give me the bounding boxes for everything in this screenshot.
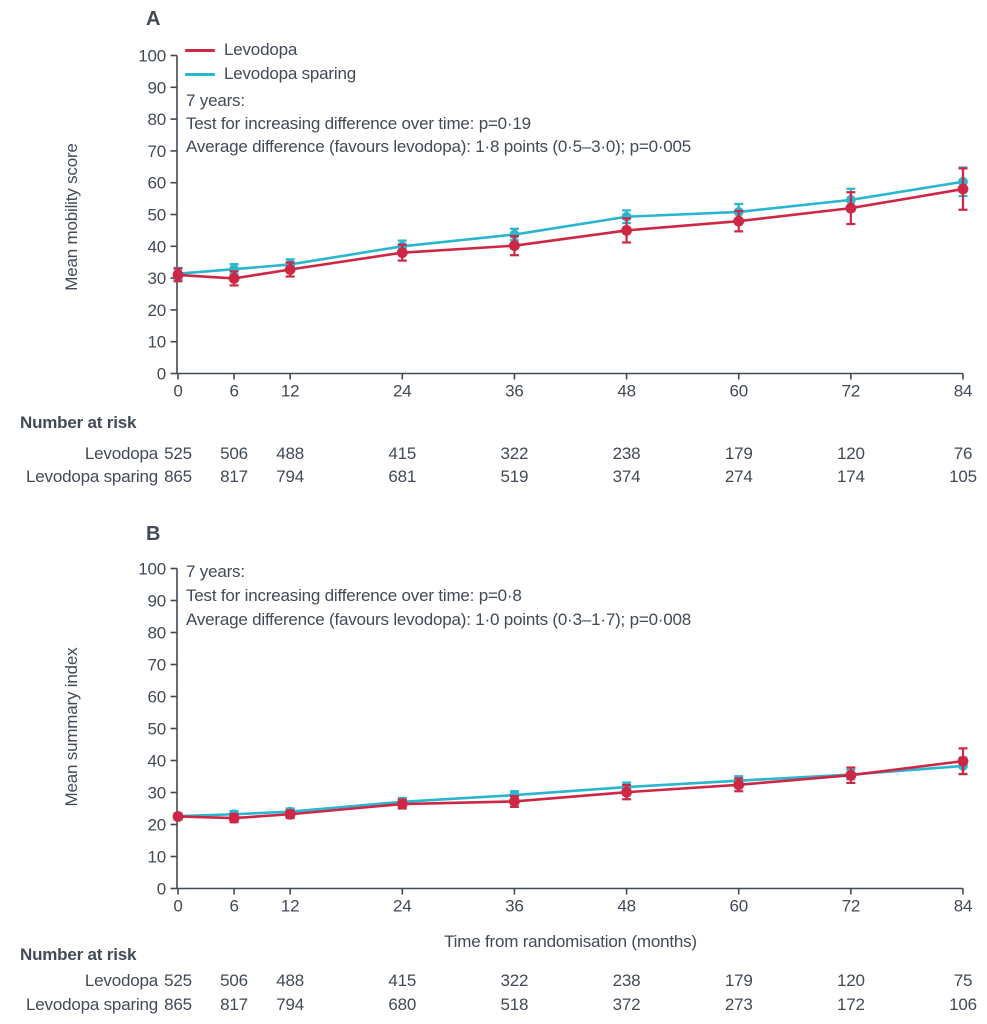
x-tick-label: 6 (229, 897, 238, 916)
y-tick-label: 10 (147, 848, 166, 867)
x-tick-label: 6 (229, 382, 238, 401)
levodopa-marker (845, 769, 857, 781)
y-tick-label: 60 (147, 688, 166, 707)
levodopa-marker (733, 779, 745, 791)
x-tick-label: 84 (954, 382, 973, 401)
panel-b-label: B (146, 523, 161, 545)
x-tick-label: 84 (954, 897, 973, 916)
y-tick-label: 90 (147, 78, 166, 97)
y-tick-label: 70 (147, 656, 166, 675)
panel-a-y-axis-title: Mean mobility score (62, 143, 81, 291)
y-tick-label: 100 (138, 560, 166, 579)
panel-b-risk-row-label-levodopa-sparing: Levodopa sparing (26, 995, 158, 1014)
levodopa-marker (228, 812, 240, 824)
panel-b-number-at-risk-title: Number at risk (20, 945, 137, 964)
annotation-line: Test for increasing difference over time… (186, 114, 531, 133)
levodopa-sparing-line (177, 764, 964, 818)
annotation-line: Average difference (favours levodopa): 1… (186, 610, 692, 629)
legend-label-levodopa: Levodopa (224, 40, 298, 59)
legend-label-levodopa-sparing: Levodopa sparing (224, 64, 356, 83)
x-tick-label: 48 (617, 897, 636, 916)
y-tick-label: 100 (138, 47, 166, 66)
y-tick-label: 0 (157, 365, 166, 384)
levodopa-marker (396, 247, 408, 259)
levodopa-marker (621, 786, 632, 798)
panel-a-risk-row-label-levodopa: Levodopa (84, 444, 158, 463)
panel-b-annotation: 7 years: Test for increasing difference … (186, 560, 691, 632)
y-tick-label: 30 (147, 784, 166, 803)
panel-a-number-at-risk-title: Number at risk (20, 413, 137, 432)
x-tick-label: 36 (505, 897, 524, 916)
annotation-line: Average difference (favours levodopa): 1… (186, 137, 692, 156)
x-tick-label: 0 (173, 897, 182, 916)
levodopa-sparing-line (177, 180, 964, 275)
y-tick-label: 30 (147, 269, 166, 288)
levodopa-marker (172, 269, 184, 281)
panel-a-label: A (146, 8, 161, 30)
panel-a-risk-row-label-levodopa-sparing: Levodopa sparing (26, 467, 158, 486)
y-tick-label: 40 (147, 752, 166, 771)
panel-b-risk-row-label-levodopa: Levodopa (84, 971, 158, 990)
levodopa-marker (228, 273, 240, 284)
panel-a-annotation: 7 years: Test for increasing difference … (186, 89, 691, 158)
y-tick-label: 40 (147, 237, 166, 256)
x-tick-label: 36 (505, 382, 524, 401)
annotation-line: 7 years: (186, 91, 245, 110)
y-tick-label: 60 (147, 174, 166, 193)
levodopa-marker (172, 811, 184, 822)
y-tick-label: 70 (147, 142, 166, 161)
levodopa-marker (284, 808, 296, 820)
y-tick-label: 10 (147, 333, 166, 352)
levodopa-marker (509, 796, 520, 807)
levodopa-marker (396, 798, 408, 810)
levodopa-marker (621, 225, 632, 236)
annotation-line: 7 years: (186, 562, 245, 581)
x-tick-label: 12 (281, 382, 300, 401)
y-tick-label: 20 (147, 301, 166, 320)
x-tick-label: 24 (393, 897, 412, 916)
x-tick-label: 48 (617, 382, 636, 401)
levodopa-marker (957, 183, 969, 195)
levodopa-sparing-line-swatch (185, 72, 215, 76)
levodopa-line (177, 759, 964, 820)
x-tick-label: 12 (281, 897, 300, 916)
x-tick-label: 60 (729, 382, 748, 401)
y-tick-label: 50 (147, 720, 166, 739)
levodopa-line (177, 187, 964, 280)
x-tick-label: 72 (842, 382, 861, 401)
levodopa-marker (733, 215, 745, 227)
y-tick-label: 90 (147, 592, 166, 611)
y-tick-label: 20 (147, 816, 166, 835)
levodopa-marker (845, 202, 857, 214)
x-tick-label: 24 (393, 382, 412, 401)
legend-item-levodopa: Levodopa (185, 39, 356, 61)
x-axis-title: Time from randomisation (months) (444, 932, 697, 951)
panel-b-y-axis-title: Mean summary index (62, 647, 81, 807)
x-tick-label: 72 (842, 897, 861, 916)
y-tick-label: 80 (147, 624, 166, 643)
x-tick-label: 0 (173, 382, 182, 401)
x-tick-label: 60 (729, 897, 748, 916)
y-tick-label: 0 (157, 880, 166, 899)
legend: Levodopa Levodopa sparing (185, 39, 356, 85)
levodopa-marker (957, 755, 969, 767)
levodopa-marker (284, 264, 296, 275)
legend-item-levodopa-sparing: Levodopa sparing (185, 63, 356, 85)
y-tick-label: 80 (147, 110, 166, 129)
levodopa-marker (509, 240, 520, 252)
y-tick-label: 50 (147, 206, 166, 225)
levodopa-line-swatch (185, 48, 215, 52)
annotation-line: Test for increasing difference over time… (186, 586, 522, 605)
